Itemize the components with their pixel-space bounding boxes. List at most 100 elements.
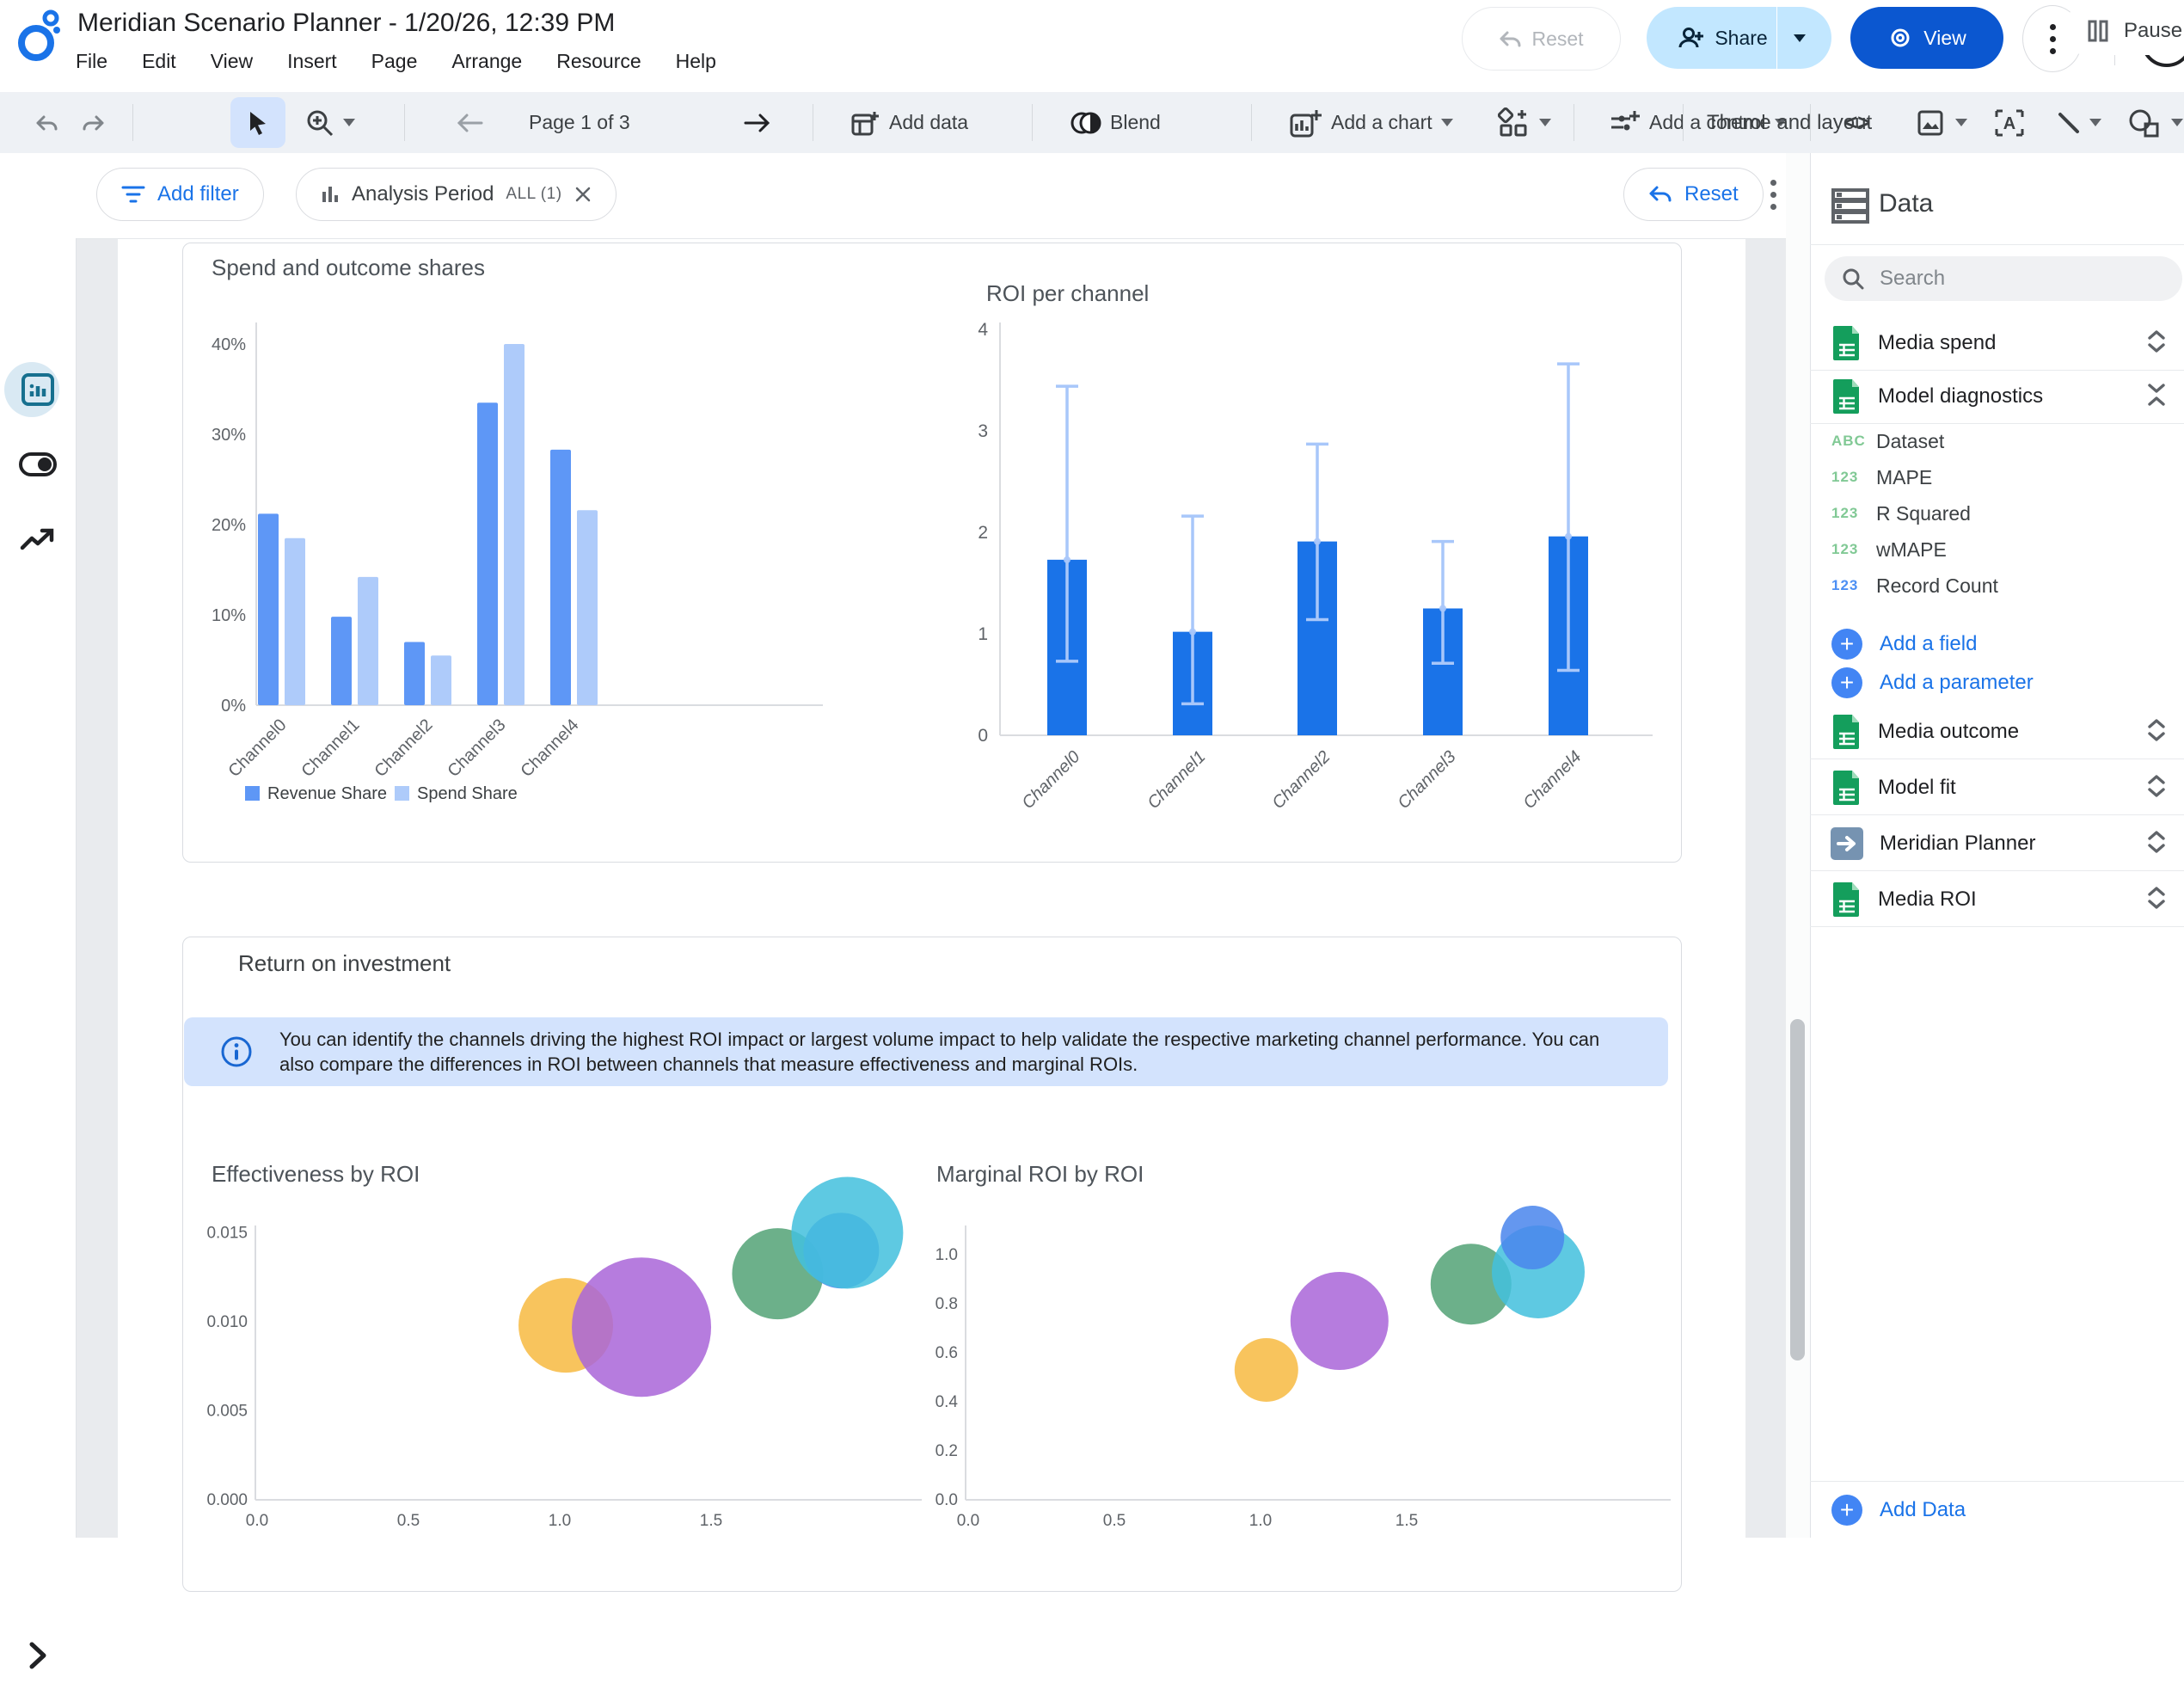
analysis-period-filter-chip[interactable]: Analysis Period ALL (1) bbox=[296, 168, 617, 221]
field-dataset[interactable]: ABC Dataset bbox=[1831, 429, 1945, 452]
data-source-media-outcome[interactable]: Media outcome bbox=[1810, 705, 2184, 759]
svg-text:0.0: 0.0 bbox=[957, 1512, 979, 1530]
share-main[interactable]: Share bbox=[1656, 7, 1776, 69]
expand-icon[interactable] bbox=[2144, 827, 2169, 857]
roi-per-channel-chart[interactable]: 0 1 2 3 4 Channel0 Channel1 Channel2 Channel3 Cha… bbox=[836, 243, 1680, 861]
community-visualizations-button[interactable] bbox=[1498, 92, 1551, 153]
add-a-parameter-button[interactable]: + Add a parameter bbox=[1810, 663, 2184, 702]
reset-filters-button[interactable]: Reset bbox=[1623, 168, 1764, 221]
insert-image-button[interactable] bbox=[1917, 92, 1967, 153]
page-more-options-button[interactable] bbox=[1756, 175, 1790, 214]
image-icon bbox=[1917, 110, 1943, 135]
previous-page-button[interactable] bbox=[456, 92, 483, 153]
marginal-roi-by-roi-chart[interactable]: 0.0 0.2 0.4 0.6 0.8 1.0 0.0 0.5 1.0 1.5 bbox=[931, 1157, 1680, 1538]
data-source-meridian-planner[interactable]: Meridian Planner bbox=[1810, 817, 2184, 870]
svg-text:A: A bbox=[2003, 114, 2015, 133]
data-panel-icon bbox=[1831, 188, 1869, 224]
zoom-tool[interactable] bbox=[305, 92, 355, 153]
toolbar-divider bbox=[132, 104, 133, 141]
plus-icon: + bbox=[1831, 666, 1862, 698]
menu-item-resource[interactable]: Resource bbox=[556, 50, 641, 72]
caret-down-icon bbox=[1793, 34, 1806, 42]
insert-text-button[interactable]: A bbox=[1995, 92, 2024, 153]
menu-item-file[interactable]: File bbox=[76, 50, 108, 72]
report-title[interactable]: Meridian Scenario Planner - 1/20/26, 12:… bbox=[77, 9, 616, 37]
community-viz-icon bbox=[1498, 107, 1527, 136]
expand-icon[interactable] bbox=[2144, 883, 2169, 912]
field-record-count[interactable]: 123 Record Count bbox=[1831, 574, 1998, 597]
menu-item-edit[interactable]: Edit bbox=[142, 50, 176, 72]
data-source-model-diagnostics[interactable]: Model diagnostics bbox=[1810, 370, 2184, 423]
add-data-button[interactable]: Add data bbox=[851, 92, 968, 153]
report-tool-active-halo bbox=[4, 362, 59, 417]
spend-outcome-shares-chart[interactable]: 0%10%20%30%40%Channel0 Channel1 Channel2 Ch… bbox=[182, 243, 836, 861]
next-page-button[interactable] bbox=[744, 92, 771, 153]
view-button[interactable]: View bbox=[1850, 7, 2003, 69]
svg-text:Channel0: Channel0 bbox=[1018, 747, 1083, 813]
insert-line-button[interactable] bbox=[2057, 92, 2101, 153]
svg-text:1.0: 1.0 bbox=[549, 1512, 571, 1530]
toggle-icon bbox=[19, 452, 57, 476]
menu-item-insert[interactable]: Insert bbox=[287, 50, 337, 72]
close-icon[interactable] bbox=[574, 186, 592, 203]
add-filter-button[interactable]: Add filter bbox=[96, 168, 264, 221]
embed-icon: <> bbox=[1844, 109, 1871, 135]
expand-rail-button[interactable] bbox=[0, 1628, 76, 1683]
collapse-icon[interactable] bbox=[2144, 380, 2169, 409]
add-control-icon bbox=[1611, 110, 1640, 130]
search-input[interactable] bbox=[1878, 266, 2139, 292]
share-dropdown-caret[interactable] bbox=[1777, 7, 1822, 69]
plus-icon: + bbox=[1831, 1494, 1862, 1526]
canvas-scrollbar-thumb[interactable] bbox=[1790, 1019, 1805, 1361]
undo-button[interactable] bbox=[34, 92, 58, 153]
person-add-icon bbox=[1678, 28, 1704, 48]
caret-down-icon bbox=[1440, 119, 1453, 126]
blend-button[interactable]: Blend bbox=[1071, 92, 1161, 153]
menu-item-page[interactable]: Page bbox=[371, 50, 418, 72]
add-control-button[interactable]: Add a control bbox=[1610, 92, 1787, 153]
report-chart-tool[interactable] bbox=[0, 362, 76, 417]
text-field-icon: ABC bbox=[1831, 433, 1866, 449]
theme-layout-button[interactable]: Theme and layout bbox=[1707, 110, 1873, 134]
cursor-icon bbox=[250, 111, 266, 135]
effectiveness-by-roi-chart[interactable]: 0.000 0.005 0.010 0.015 0.0 0.5 1.0 1.5 bbox=[182, 1157, 931, 1538]
toolbar-divider bbox=[1683, 104, 1684, 141]
trend-tool[interactable] bbox=[0, 512, 76, 567]
field-wmape[interactable]: 123 wMAPE bbox=[1831, 537, 1947, 561]
page-indicator[interactable]: Page 1 of 3 bbox=[529, 111, 630, 133]
expand-icon[interactable] bbox=[2144, 327, 2169, 356]
field-search[interactable] bbox=[1825, 256, 2182, 301]
svg-text:Channel3: Channel3 bbox=[444, 716, 509, 781]
svg-text:Channel2: Channel2 bbox=[1268, 747, 1334, 813]
svg-text:0.005: 0.005 bbox=[206, 1403, 248, 1421]
pause-updates-button[interactable]: Pause u bbox=[2062, 6, 2184, 55]
data-source-model-fit[interactable]: Model fit bbox=[1810, 761, 2184, 814]
svg-text:1.5: 1.5 bbox=[700, 1512, 722, 1530]
data-source-media-spend[interactable]: Media spend bbox=[1810, 316, 2184, 370]
data-source-media-roi[interactable]: Media ROI bbox=[1810, 873, 2184, 926]
controls-tool[interactable] bbox=[0, 437, 76, 492]
expand-icon[interactable] bbox=[2144, 716, 2169, 745]
chart-title-spend-outcome: Spend and outcome shares bbox=[212, 255, 485, 280]
svg-text:20%: 20% bbox=[212, 516, 246, 535]
menu-item-help[interactable]: Help bbox=[675, 50, 716, 72]
menu-item-arrange[interactable]: Arrange bbox=[451, 50, 523, 72]
field-r-squared[interactable]: 123 R Squared bbox=[1831, 501, 1971, 525]
share-button[interactable]: Share bbox=[1647, 7, 1831, 69]
expand-icon[interactable] bbox=[2144, 771, 2169, 801]
svg-text:0.6: 0.6 bbox=[936, 1344, 958, 1362]
insert-shape-button[interactable] bbox=[2128, 92, 2183, 153]
field-mape[interactable]: 123 MAPE bbox=[1831, 465, 1933, 488]
add-chart-button[interactable]: Add a chart bbox=[1290, 92, 1453, 153]
top-charts-card[interactable] bbox=[182, 243, 1682, 863]
reset-button-disabled[interactable]: Reset bbox=[1462, 7, 1621, 71]
add-data-button-bottom[interactable]: + Add Data bbox=[1810, 1490, 2184, 1529]
chip-value: ALL (1) bbox=[506, 185, 562, 203]
svg-text:0.4: 0.4 bbox=[936, 1393, 959, 1411]
redo-button[interactable] bbox=[82, 92, 106, 153]
select-tool-active[interactable] bbox=[230, 97, 285, 148]
svg-text:30%: 30% bbox=[212, 426, 246, 445]
add-a-field-button[interactable]: + Add a field bbox=[1810, 624, 2184, 663]
menu-item-view[interactable]: View bbox=[210, 50, 254, 72]
embed-button[interactable]: <> bbox=[1844, 92, 1870, 153]
